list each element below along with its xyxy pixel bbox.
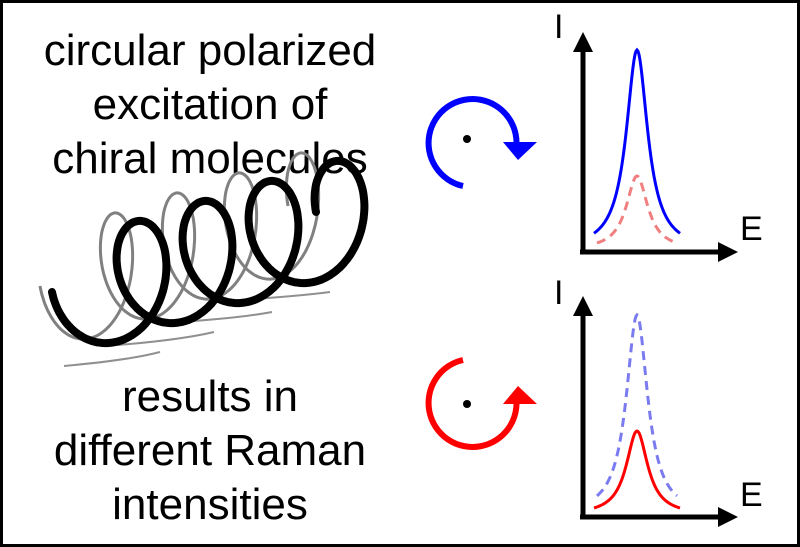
bottom-caption-line-1: results in bbox=[121, 372, 299, 421]
bottom-y-axis-arrowhead bbox=[573, 296, 593, 316]
top-caption-line-2: excitation of bbox=[92, 80, 328, 129]
bottom-x-axis-label: E bbox=[740, 476, 763, 514]
helix-illustration bbox=[38, 151, 369, 367]
bottom-spectrum-plot: I E bbox=[554, 274, 763, 527]
top-dashed-peak bbox=[596, 174, 678, 245]
bottom-solid-peak bbox=[593, 429, 681, 510]
bottom-y-axis-label: I bbox=[554, 274, 563, 312]
blue-arrowhead bbox=[503, 142, 537, 160]
blue-rotation-arc bbox=[425, 96, 520, 189]
top-solid-peak bbox=[593, 47, 681, 235]
red-arrowhead bbox=[503, 386, 537, 404]
bottom-x-axis-arrowhead bbox=[718, 507, 738, 527]
top-x-axis-label: E bbox=[740, 210, 763, 248]
red-rotation-arc bbox=[425, 357, 520, 450]
bottom-caption-line-3: intensities bbox=[112, 480, 308, 529]
clockwise-rotation-icon bbox=[425, 96, 537, 189]
helix-spiral bbox=[48, 156, 369, 348]
top-y-axis-arrowhead bbox=[573, 32, 593, 52]
counterclockwise-rotation-icon bbox=[425, 357, 537, 450]
top-x-axis-arrowhead bbox=[718, 242, 738, 262]
top-caption-line-1: circular polarized bbox=[43, 26, 377, 75]
top-y-axis-label: I bbox=[554, 8, 563, 46]
bottom-dashed-peak bbox=[595, 312, 679, 498]
center-dot bbox=[463, 400, 471, 408]
top-spectrum-plot: I E bbox=[554, 8, 763, 262]
helix-floor-shadow bbox=[63, 291, 331, 367]
center-dot bbox=[463, 135, 471, 143]
bottom-caption: results in different Raman intensities bbox=[0, 370, 420, 532]
bottom-caption-line-2: different Raman bbox=[53, 426, 367, 475]
